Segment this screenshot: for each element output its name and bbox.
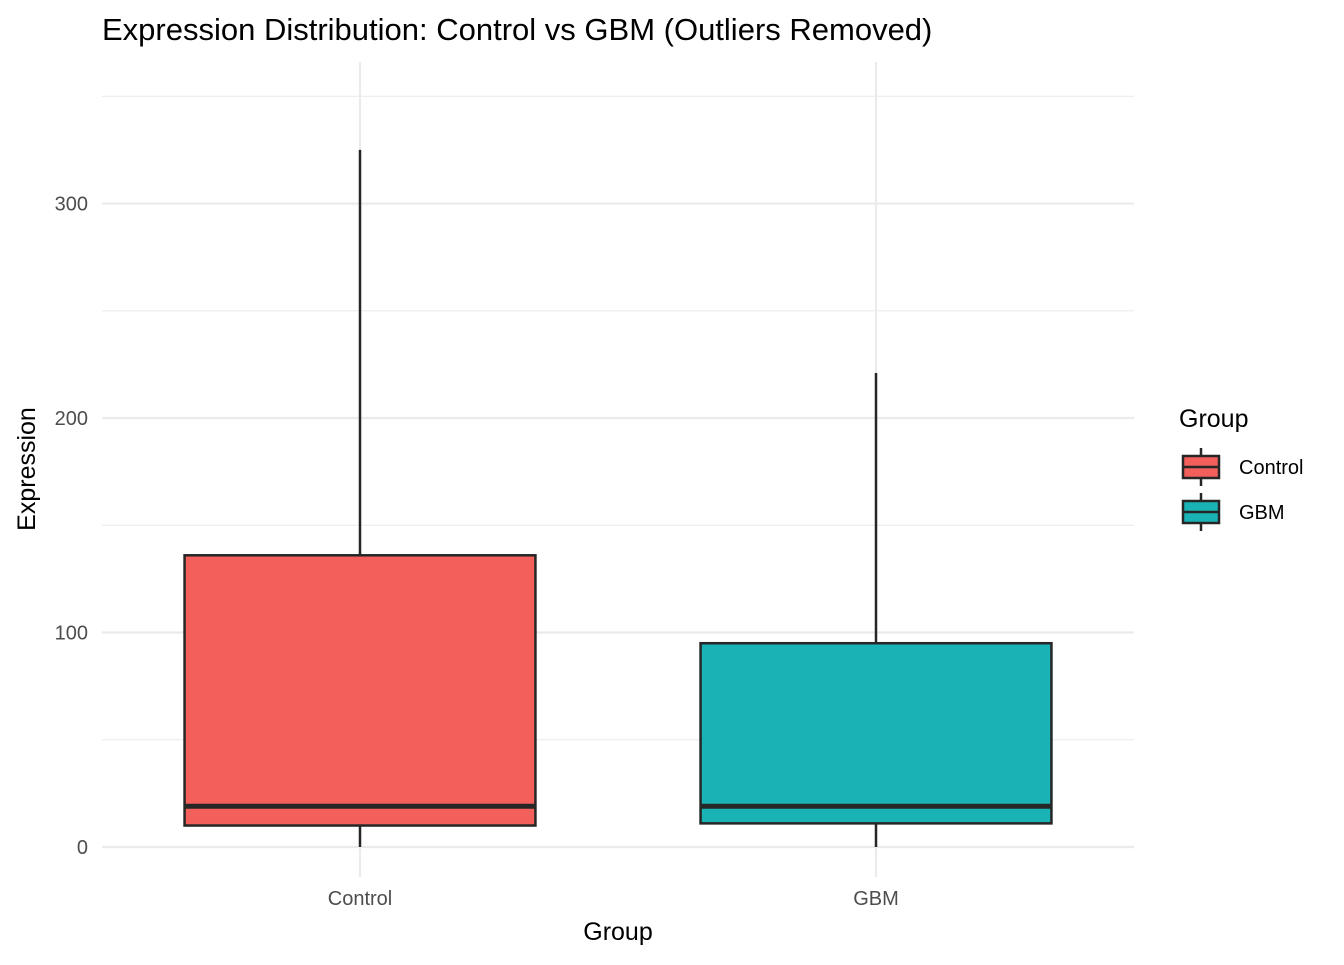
boxes bbox=[183, 149, 1053, 847]
legend-item-control: Control bbox=[1181, 448, 1303, 486]
box-control bbox=[183, 149, 537, 847]
legend-label: GBM bbox=[1239, 502, 1285, 524]
legend-label: Control bbox=[1239, 457, 1303, 479]
legend: Group Control GBM bbox=[1179, 405, 1303, 531]
x-axis-title: Group bbox=[583, 918, 652, 946]
y-tick-labels: 0 100 200 300 bbox=[55, 194, 88, 859]
box-iqr bbox=[699, 641, 1053, 825]
y-tick-label: 0 bbox=[77, 837, 88, 859]
y-tick-label: 300 bbox=[55, 194, 88, 216]
y-tick-label: 100 bbox=[55, 623, 88, 645]
legend-title: Group bbox=[1179, 405, 1248, 433]
y-axis-title: Expression bbox=[13, 407, 41, 531]
chart-title: Expression Distribution: Control vs GBM … bbox=[102, 12, 932, 47]
x-tick-labels: Control GBM bbox=[328, 888, 899, 910]
x-tick-label: Control bbox=[328, 888, 392, 910]
legend-item-gbm: GBM bbox=[1181, 493, 1285, 531]
box-gbm bbox=[699, 372, 1053, 847]
x-tick-label: GBM bbox=[853, 888, 899, 910]
y-tick-label: 200 bbox=[55, 408, 88, 430]
box-iqr bbox=[183, 554, 537, 827]
